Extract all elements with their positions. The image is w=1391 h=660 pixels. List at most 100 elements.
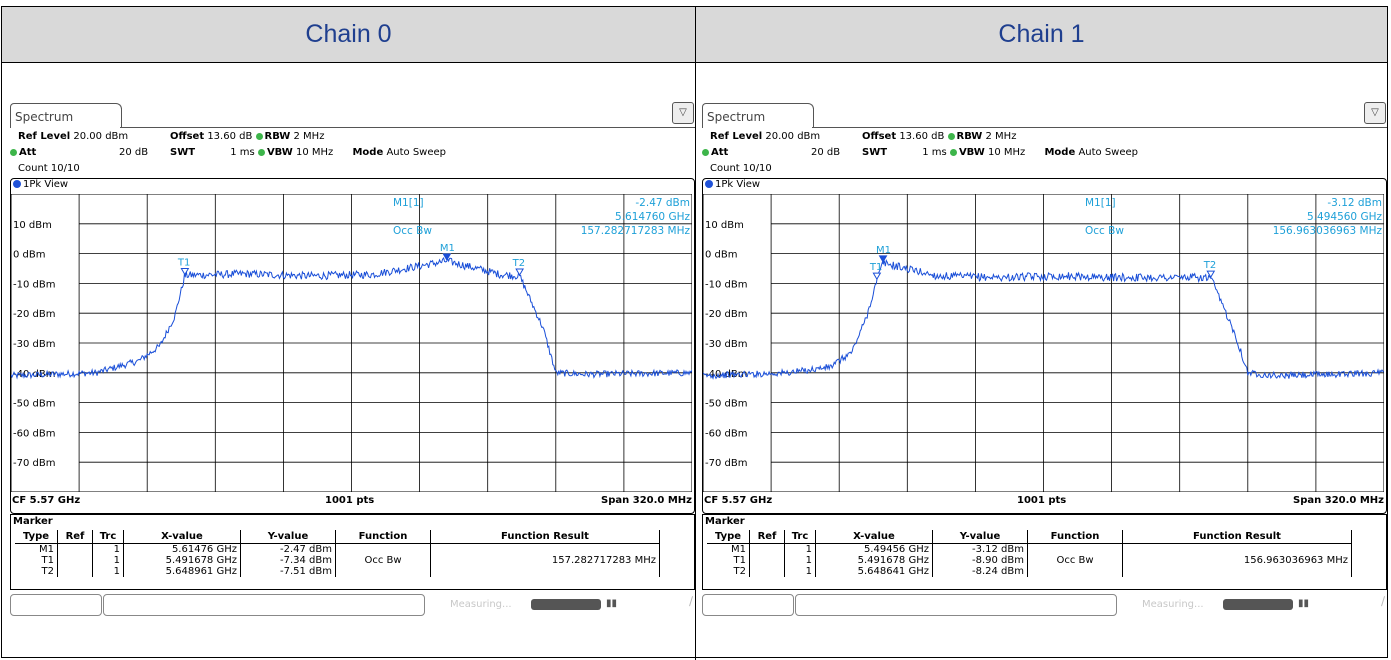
status-field-left[interactable] <box>10 594 102 616</box>
column-header: Function Result <box>1122 530 1352 544</box>
view-header: 1Pk View <box>705 179 760 190</box>
mode-label: Mode <box>352 147 384 158</box>
measuring-text: Measuring... <box>1142 599 1204 610</box>
marker-table-header: Type Ref Trc X-value Y-value Function Function… <box>15 530 660 544</box>
menu-expand-icon[interactable]: ▽ <box>1364 102 1386 124</box>
table-cell: 156.963036963 MHz <box>1122 555 1352 566</box>
column-header: Function <box>335 530 431 544</box>
ref-level-value: 20.00 dBm <box>73 131 129 142</box>
column-header: Type <box>15 530 58 544</box>
table-row[interactable]: T1 1 5.491678 GHz -8.90 dBm Occ Bw 156.963036… <box>707 555 1352 566</box>
table-cell <box>57 555 93 566</box>
y-tick-label: 0 dBm <box>13 250 46 261</box>
rbw-label: RBW <box>264 131 291 142</box>
y-tick-label: -30 dBm <box>705 339 747 350</box>
mode-value: Auto Sweep <box>1078 147 1139 158</box>
status-bar: Measuring... ▮▮ ∕ <box>10 594 693 616</box>
view-status-dot <box>13 180 21 188</box>
marker-label: T2 <box>512 258 525 269</box>
y-tick-label: 10 dBm <box>705 220 744 231</box>
spectrum-tab[interactable]: Spectrum <box>702 103 814 128</box>
ref-level-label: Ref Level <box>18 131 71 142</box>
table-cell <box>335 543 431 555</box>
marker-label: M1 <box>440 243 455 254</box>
table-cell: 1 <box>784 566 816 577</box>
marker-label: T1 <box>177 257 190 268</box>
spectrum-tab[interactable]: Spectrum <box>10 103 122 128</box>
table-row[interactable]: M1 1 5.49456 GHz -3.12 dBm <box>707 543 1352 555</box>
table-cell: M1 <box>707 543 750 555</box>
table-cell: 5.49456 GHz <box>815 543 933 555</box>
trace-line <box>703 259 1384 380</box>
view-label: 1Pk View <box>23 179 69 190</box>
settings-row-2: Att <box>702 147 728 158</box>
status-field-message[interactable] <box>795 594 1117 616</box>
settings-swt: SWT 1 ms VBW 10 MHz Mode Auto Sweep <box>170 147 446 158</box>
settings-row-1: Ref Level 20.00 dBm <box>18 131 128 142</box>
swt-value: 1 ms <box>230 147 255 158</box>
table-cell: 1 <box>784 555 816 566</box>
marker-triangle <box>442 253 452 261</box>
y-tick-label: 0 dBm <box>705 250 738 261</box>
settings-offset: Offset 13.60 dB RBW 2 MHz <box>862 131 1016 142</box>
table-cell: 1 <box>92 543 124 555</box>
offset-label: Offset <box>862 131 897 142</box>
tab-underline <box>120 127 695 128</box>
mode-label: Mode <box>1044 147 1076 158</box>
rbw-value: 2 MHz <box>985 131 1017 142</box>
table-cell <box>335 566 431 577</box>
vbw-value: 10 MHz <box>987 147 1026 158</box>
trace-line <box>11 256 692 380</box>
spectrum-tab-label: Spectrum <box>15 110 74 124</box>
table-cell <box>749 555 785 566</box>
table-row[interactable]: T2 1 5.648641 GHz -8.24 dBm <box>707 566 1352 577</box>
table-cell: -8.24 dBm <box>932 566 1028 577</box>
settings-row-2: Att <box>10 147 36 158</box>
marker-readout-text: -2.47 dBm <box>635 197 690 209</box>
table-row[interactable]: M1 1 5.61476 GHz -2.47 dBm <box>15 543 660 555</box>
span-value: Span 320.0 MHz <box>1293 495 1384 506</box>
offset-value: 13.60 dB <box>899 131 945 142</box>
menu-expand-icon[interactable]: ▽ <box>672 102 694 124</box>
table-row[interactable]: T2 1 5.648961 GHz -7.51 dBm <box>15 566 660 577</box>
y-tick-label: -50 dBm <box>13 399 55 410</box>
status-field-message[interactable] <box>103 594 425 616</box>
resize-grip-icon[interactable]: ∕ <box>688 594 693 608</box>
marker-readout-text: M1[1] <box>1085 197 1116 209</box>
column-header: X-value <box>123 530 241 544</box>
settings-row-1: Ref Level 20.00 dBm <box>710 131 820 142</box>
table-cell <box>1027 543 1123 555</box>
y-tick-label: -20 dBm <box>13 309 55 320</box>
resize-grip-icon[interactable]: ∕ <box>1380 594 1385 608</box>
table-cell: -8.90 dBm <box>932 555 1028 566</box>
mode-value: Auto Sweep <box>386 147 447 158</box>
count-label: Count 10/10 <box>710 163 772 174</box>
table-row[interactable]: T1 1 5.491678 GHz -7.34 dBm Occ Bw 157.282717… <box>15 555 660 566</box>
marker-title: Marker <box>13 516 53 527</box>
tab-underline <box>812 127 1387 128</box>
table-cell: T2 <box>15 566 58 577</box>
column-header: Function <box>1027 530 1123 544</box>
vbw-label: VBW <box>266 147 293 158</box>
spectrum-panel: Spectrum ▽ Ref Level 20.00 dBm Offset 13… <box>10 100 695 620</box>
rbw-value: 2 MHz <box>293 131 325 142</box>
vbw-status-dot <box>949 148 957 156</box>
view-status-dot <box>705 180 713 188</box>
marker-triangle <box>1206 270 1216 279</box>
marker-table-box: Marker Type Ref Trc X-value Y-value Function F… <box>702 514 1387 590</box>
table-cell <box>749 543 785 555</box>
center-frequency: CF 5.57 GHz <box>12 495 81 506</box>
marker-label: T2 <box>1203 260 1216 271</box>
y-tick-label: 10 dBm <box>13 220 52 231</box>
table-cell: T1 <box>15 555 58 566</box>
table-cell <box>1027 566 1123 577</box>
marker-label: T1 <box>869 262 882 273</box>
activity-icon: ▮▮ <box>606 598 618 609</box>
table-cell: T1 <box>707 555 750 566</box>
status-field-left[interactable] <box>702 594 794 616</box>
column-header: X-value <box>815 530 933 544</box>
vbw-label: VBW <box>958 147 985 158</box>
status-bar: Measuring... ▮▮ ∕ <box>702 594 1385 616</box>
